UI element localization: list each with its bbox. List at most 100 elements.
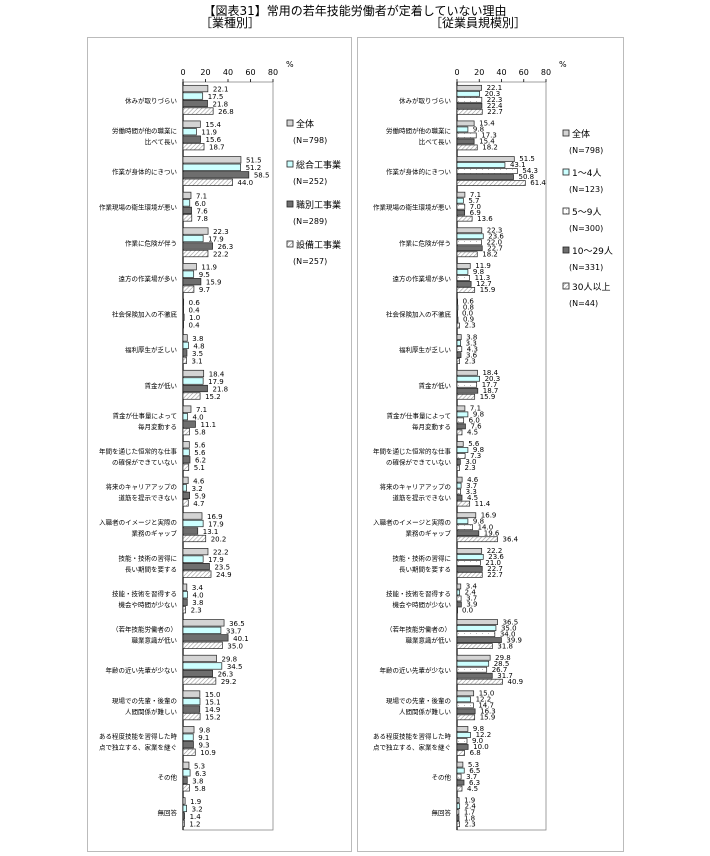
left-bar [182,626,222,634]
left-category-label: 技能・技術を習得する [112,589,177,598]
right-bar [456,340,462,346]
right-bar [456,488,462,495]
left-legend-swatch [286,200,294,208]
right-bar [456,239,482,246]
right-bar [456,554,484,560]
right-bar [456,197,464,204]
left-bar [182,405,192,413]
left-value-label: 3.2 [192,805,203,813]
left-value-label: 4.6 [193,477,205,485]
right-bar [456,690,475,697]
right-value-label: 15.4 [479,138,495,146]
right-bar [456,375,480,382]
left-bar [182,171,250,179]
left-bar [182,448,190,456]
right-bar [456,530,480,537]
right-bar [456,750,465,756]
right-bar [456,738,468,744]
left-bar [182,570,212,578]
right-value-label: 12.2 [476,696,492,704]
left-value-label: 15.9 [206,279,222,287]
right-category-label: 現場での先輩・後輩の [386,696,451,705]
right-bar [456,803,461,810]
right-category-label: 職業意識が低い [406,636,452,645]
right-value-label: 35.0 [501,624,517,632]
left-bar [182,769,191,777]
left-legend-count: (N=798) [293,136,327,145]
right-bar [456,346,463,352]
right-bar [456,453,466,459]
right-value-label: 2.3 [465,322,476,330]
right-value-label: 18.4 [482,369,498,377]
right-bar [456,275,470,281]
right-bar [456,583,462,590]
right-bar [456,393,476,400]
right-bar [456,619,498,625]
left-value-label: 4.7 [193,500,204,508]
right-value-label: 18.2 [482,250,498,258]
left-legend-count: (N=289) [293,217,327,226]
right-legend-name: 1～4人 [572,168,601,179]
right-bar [456,607,458,614]
right-value-label: 22.1 [487,84,503,92]
right-value-label: 22.0 [486,238,502,246]
right-bar [456,298,459,305]
left-value-label: 24.9 [216,571,232,579]
right-bar [456,518,469,525]
left-bar [182,512,203,520]
right-value-label: 22.7 [487,565,503,573]
right-value-label: 17.3 [481,132,497,140]
left-value-label: 21.8 [213,101,229,109]
left-category-label: 作業が身体的にきつい [112,167,177,176]
right-bar [456,381,478,388]
right-bar [456,84,482,91]
left-bar [182,120,201,128]
right-bar [456,779,465,786]
right-value-label: 9.0 [472,737,483,745]
right-value-label: 26.7 [492,666,508,674]
right-value-label: 9.8 [473,126,484,134]
left-bar [182,278,202,286]
right-bar [456,637,502,643]
right-value-label: 3.8 [466,333,477,341]
left-bar [182,321,184,329]
left-bar [182,285,195,293]
right-value-label: 5.7 [468,197,479,205]
left-category-label: 賃金が低い [145,381,178,390]
right-value-label: 3.7 [466,595,477,603]
left-bar [182,369,205,378]
left-value-label: 1.4 [190,813,202,821]
right-bar [456,785,463,792]
right-bar [456,429,463,436]
right-value-label: 31.8 [497,642,513,650]
right-value-label: 18.2 [482,144,498,152]
right-value-label: 1.7 [464,808,475,816]
right-bar [456,263,471,269]
right-bar [456,322,460,329]
right-value-label: 43.1 [510,161,526,169]
left-value-label: 3.8 [192,599,203,607]
right-value-label: 4.6 [467,476,479,484]
left-value-label: 40.1 [233,635,249,643]
right-bar [456,287,476,293]
right-value-label: 4.5 [467,785,478,793]
right-value-label: 3.3 [466,339,477,347]
left-bar [182,677,217,685]
left-bar [182,527,199,535]
right-value-label: 16.3 [480,708,496,716]
left-x-tick-label: 80 [268,68,278,77]
left-value-label: 35.0 [227,642,243,650]
right-value-label: 18.7 [483,387,499,395]
right-category-label: 技能・技術の習得に [393,553,452,562]
left-bar [182,484,187,492]
left-value-label: 29.8 [222,655,238,663]
left-bar [182,178,233,186]
right-legend-count: (N=798) [569,146,603,155]
left-value-label: 5.1 [194,464,205,472]
right-category-label: ある程度技能を習得した時 [373,731,452,740]
left-bar [182,812,185,820]
right-category-label: （若年技能労働者の） [386,625,451,634]
left-value-label: 6.3 [195,770,206,778]
left-category-label: 職業意識が低い [132,636,178,645]
right-value-label: 12.2 [476,731,492,739]
